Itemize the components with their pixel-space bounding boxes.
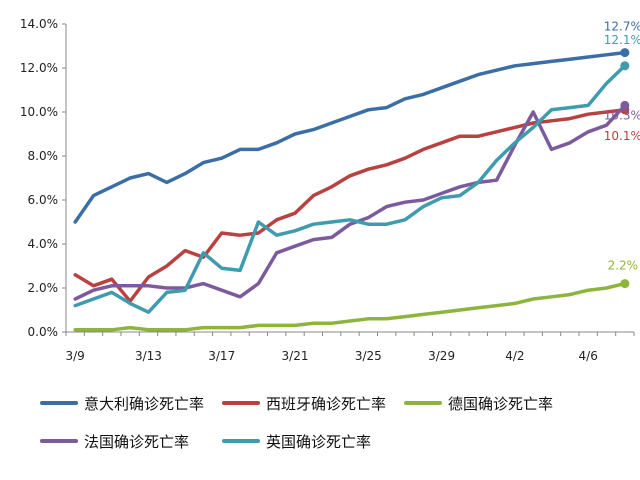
legend-swatch-spain bbox=[222, 401, 260, 405]
y-tick-label: 10.0% bbox=[20, 105, 58, 119]
chart-legend: 意大利确诊死亡率 西班牙确诊死亡率 德国确诊死亡率 法国确诊死亡率 英国确诊死亡… bbox=[40, 392, 630, 468]
legend-label-germany: 德国确诊死亡率 bbox=[448, 394, 554, 413]
x-tick-label: 3/9 bbox=[66, 349, 85, 363]
series-end-label: 2.2% bbox=[608, 259, 639, 273]
legend-label-italy: 意大利确诊死亡率 bbox=[84, 394, 205, 413]
chart-plot: 0.0% 2.0% 4.0% 6.0% 8.0% 10.0% 12.0% 14.0% 3/9 3/… bbox=[20, 17, 640, 363]
legend-item-spain: 西班牙确诊死亡率 bbox=[222, 392, 404, 414]
series-end-label: 12.7% bbox=[604, 20, 640, 34]
legend-item-uk: 英国确诊死亡率 bbox=[222, 430, 404, 452]
series-line bbox=[73, 64, 627, 314]
series-line bbox=[73, 103, 627, 301]
series-end-point bbox=[620, 48, 630, 58]
y-tick-label: 14.0% bbox=[20, 17, 58, 31]
legend-row: 法国确诊死亡率 英国确诊死亡率 bbox=[40, 430, 630, 452]
y-tick-label: 0.0% bbox=[28, 325, 59, 339]
y-tick-label: 8.0% bbox=[28, 149, 59, 163]
legend-swatch-italy bbox=[40, 401, 78, 405]
series-line bbox=[73, 50, 627, 224]
x-tick-label: 3/29 bbox=[428, 349, 455, 363]
legend-swatch-germany bbox=[404, 401, 442, 405]
series-end-point bbox=[620, 279, 630, 289]
x-tick-label: 4/6 bbox=[579, 349, 598, 363]
x-tick-label: 3/17 bbox=[208, 349, 235, 363]
x-tick-label: 3/25 bbox=[355, 349, 382, 363]
x-tick-label: 3/13 bbox=[135, 349, 162, 363]
legend-swatch-uk bbox=[222, 439, 260, 443]
series-end-label: 10.1% bbox=[604, 129, 640, 143]
legend-label-uk: 英国确诊死亡率 bbox=[266, 432, 372, 451]
legend-row: 意大利确诊死亡率 西班牙确诊死亡率 德国确诊死亡率 bbox=[40, 392, 630, 414]
legend-swatch-france bbox=[40, 439, 78, 443]
y-tick-label: 2.0% bbox=[28, 281, 59, 295]
x-tick-label: 4/2 bbox=[505, 349, 524, 363]
legend-item-germany: 德国确诊死亡率 bbox=[404, 392, 586, 414]
series-end-label: 10.3% bbox=[604, 108, 640, 122]
legend-label-spain: 西班牙确诊死亡率 bbox=[266, 394, 387, 413]
series-line bbox=[73, 108, 627, 303]
legend-label-france: 法国确诊死亡率 bbox=[84, 432, 190, 451]
series-end-point bbox=[620, 100, 630, 110]
y-tick-label: 4.0% bbox=[28, 237, 59, 251]
series-end-label: 12.1% bbox=[604, 33, 640, 47]
y-tick-label: 6.0% bbox=[28, 193, 59, 207]
legend-item-france: 法国确诊死亡率 bbox=[40, 430, 222, 452]
series-end-point bbox=[620, 61, 630, 71]
series-line bbox=[73, 281, 627, 332]
x-tick-label: 3/21 bbox=[282, 349, 309, 363]
y-tick-label: 12.0% bbox=[20, 61, 58, 75]
legend-item-italy: 意大利确诊死亡率 bbox=[40, 392, 222, 414]
